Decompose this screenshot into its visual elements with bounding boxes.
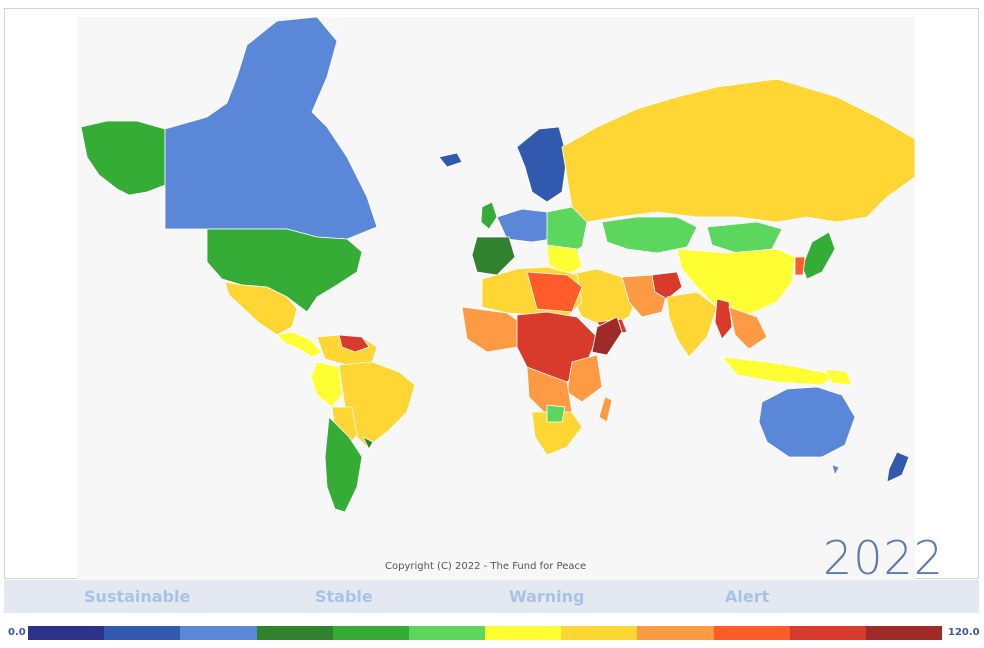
region-australia: [758, 386, 856, 458]
region-kazakhstan: [601, 216, 698, 254]
world-map[interactable]: [77, 17, 915, 585]
region-tasmania: [831, 464, 840, 477]
region-scandinavia: [516, 126, 568, 203]
year-label: 2022: [823, 531, 945, 585]
region-uruguay: [362, 436, 374, 450]
scale-swatch: [789, 626, 866, 640]
region-greenland: [316, 17, 340, 28]
scale-swatch: [28, 626, 105, 640]
copyright-text: Copyright (C) 2022 - The Fund for Peace: [385, 561, 587, 572]
scale-max-label: 120.0: [948, 627, 980, 638]
region-indonesia: [721, 356, 839, 386]
scale-swatch: [180, 626, 257, 640]
region-alaska: [80, 120, 166, 196]
region-afghanistan: [651, 271, 683, 300]
scale-swatch: [332, 626, 409, 640]
region-usa: [206, 228, 363, 313]
region-central-america: [276, 331, 323, 358]
region-balkans: [546, 244, 583, 276]
region-uk: [480, 201, 498, 230]
region-southern-africa: [531, 411, 583, 456]
region-png: [824, 368, 853, 386]
region-china: [676, 248, 796, 316]
region-zambia: [546, 404, 566, 423]
region-russia: [561, 78, 915, 223]
region-madagascar: [598, 396, 613, 423]
region-libya-egypt: [526, 271, 583, 313]
scale-min-label: 0.0: [8, 627, 26, 638]
region-southeast-asia: [728, 306, 768, 350]
region-india: [666, 291, 718, 358]
region-horn-of-africa: [591, 316, 623, 356]
scale-swatches: [28, 626, 943, 640]
scale-swatch: [408, 626, 486, 640]
region-korea: [794, 256, 806, 276]
color-scale: 0.0 120.0: [4, 621, 980, 643]
scale-swatch: [561, 626, 638, 640]
region-mexico: [224, 281, 298, 336]
category-stable: Stable: [315, 587, 373, 606]
region-iceland: [438, 152, 463, 168]
scale-swatch: [104, 626, 181, 640]
scale-swatch: [637, 626, 714, 640]
scale-swatch: [713, 626, 790, 640]
region-venezuela: [338, 334, 370, 353]
scale-swatch: [865, 626, 943, 640]
category-sustainable: Sustainable: [84, 587, 191, 606]
category-bar: Sustainable Stable Warning Alert: [4, 580, 979, 613]
region-myanmar: [714, 298, 733, 340]
region-chile-argentina: [324, 416, 363, 513]
category-alert: Alert: [725, 587, 770, 606]
category-warning: Warning: [509, 587, 585, 606]
scale-swatch: [256, 626, 333, 640]
region-new-zealand: [886, 451, 910, 483]
map-frame: Copyright (C) 2022 - The Fund for Peace …: [4, 8, 979, 585]
scale-swatch: [485, 626, 562, 640]
